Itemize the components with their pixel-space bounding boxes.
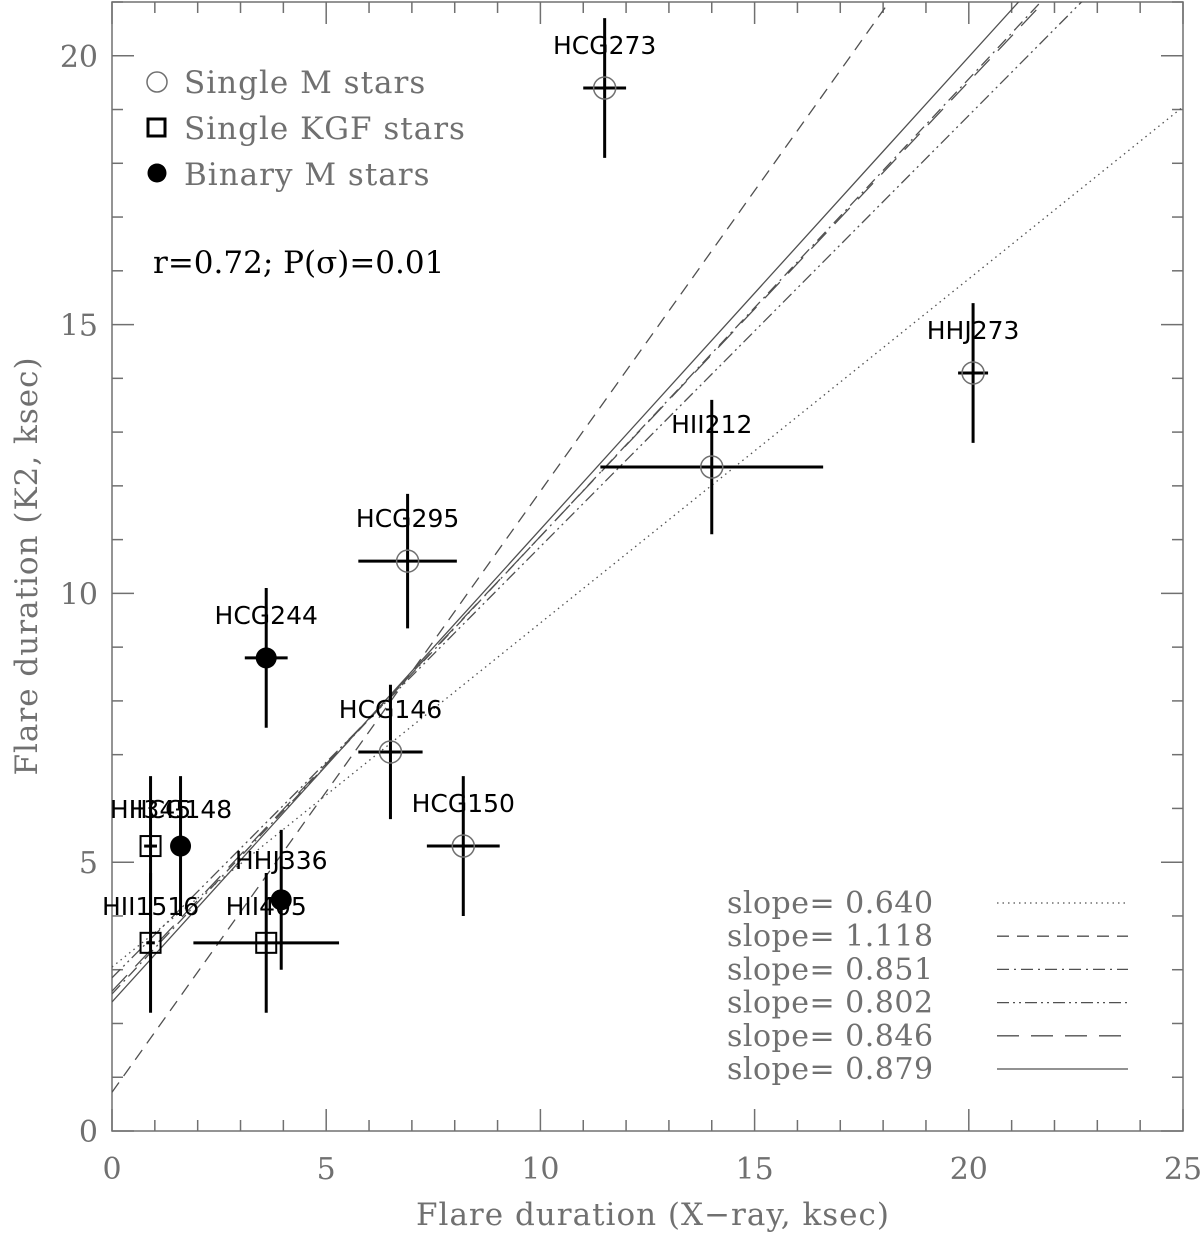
legend-open-square-icon [146,117,167,138]
legend-item-binary-m: Binary M stars [147,157,431,193]
legend-label-binary-m: Binary M stars [184,157,431,193]
x-tick-label: 10 [521,1152,559,1187]
point-open-circle [395,549,420,573]
point-label: HHJ273 [927,316,1020,345]
fit-line-dotted [112,106,1183,968]
point-label: HCG244 [215,601,318,630]
point-open-circle [451,834,476,858]
y-axis-title: Flare duration (K2, ksec) [9,356,45,775]
point-filled-circle [270,889,292,911]
plot-frame [111,1,1184,1132]
point-label: HCG148 [129,795,232,824]
legend-item-single-kgf: Single KGF stars [146,111,466,147]
fit-legend-label: slope= 1.118 [727,919,934,954]
y-tick-label: 5 [79,846,98,881]
point-open-circle [592,76,617,100]
legend-open-circle-icon [146,71,168,93]
point-filled-circle [255,647,277,669]
legend-label-single-m: Single M stars [184,65,426,101]
fit-line-solid [112,2,1020,1003]
fit-legend-label: slope= 0.879 [727,1052,934,1087]
point-label: HII1516 [102,892,199,921]
point-open-circle [378,740,403,764]
legend-label-single-kgf: Single KGF stars [184,111,466,147]
point-labels: HCG273 HHJ273 HII212 HCG295 HCG244 HCG146 HCG1… [102,31,1019,921]
point-label: HCG273 [553,31,656,60]
point-open-circle [700,455,724,479]
fit-line-dash-dot [112,2,1042,995]
y-tick-label: 0 [79,1115,98,1150]
x-axis-title: Flare duration (X−ray, ksec) [416,1197,890,1233]
fit-legend-label: slope= 0.851 [727,952,934,987]
point-label: HII405 [226,892,307,921]
x-tick-label: 0 [102,1152,121,1187]
x-tick-label: 20 [950,1152,988,1187]
axis-ticks [111,1,1184,1132]
fit-lines [112,2,1183,1093]
legend: Single M stars Single KGF stars Binary M… [146,65,466,193]
legend-filled-circle-icon [147,163,167,183]
point-label: HCG150 [412,789,515,818]
point-label: HHJ336 [235,846,328,875]
fit-line-long-dash [112,2,1045,992]
point-open-square [139,931,162,954]
y-tick-label: 20 [60,40,98,75]
y-tick-label: 10 [60,577,98,612]
y-tick-label: 15 [60,309,98,344]
x-tick-label: 5 [317,1152,336,1187]
point-label: HII345 [110,795,191,824]
fit-legend-label: slope= 0.846 [727,1019,934,1054]
fit-legend-label: slope= 0.802 [727,986,934,1021]
fit-legend-label: slope= 0.640 [727,886,934,921]
fit-line-short-dash [112,2,890,1093]
legend-item-single-m: Single M stars [146,65,426,101]
fit-line-dash-dot-dot [112,2,1083,979]
correlation-annotation: r=0.72; P(σ)=0.01 [153,245,444,281]
point-label: HCG295 [356,504,459,533]
data-markers [139,76,985,954]
point-filled-circle [170,835,192,857]
error-bars [144,18,989,1013]
point-label: HCG146 [339,695,442,724]
axis-tick-labels: 0 5 10 15 20 25 0 5 10 15 20 [60,40,1200,1187]
x-tick-label: 15 [736,1152,774,1187]
point-open-square [255,931,278,954]
point-open-square [139,835,162,858]
x-tick-label: 25 [1164,1152,1200,1187]
point-open-circle [961,361,985,385]
point-label: HII212 [671,410,752,439]
